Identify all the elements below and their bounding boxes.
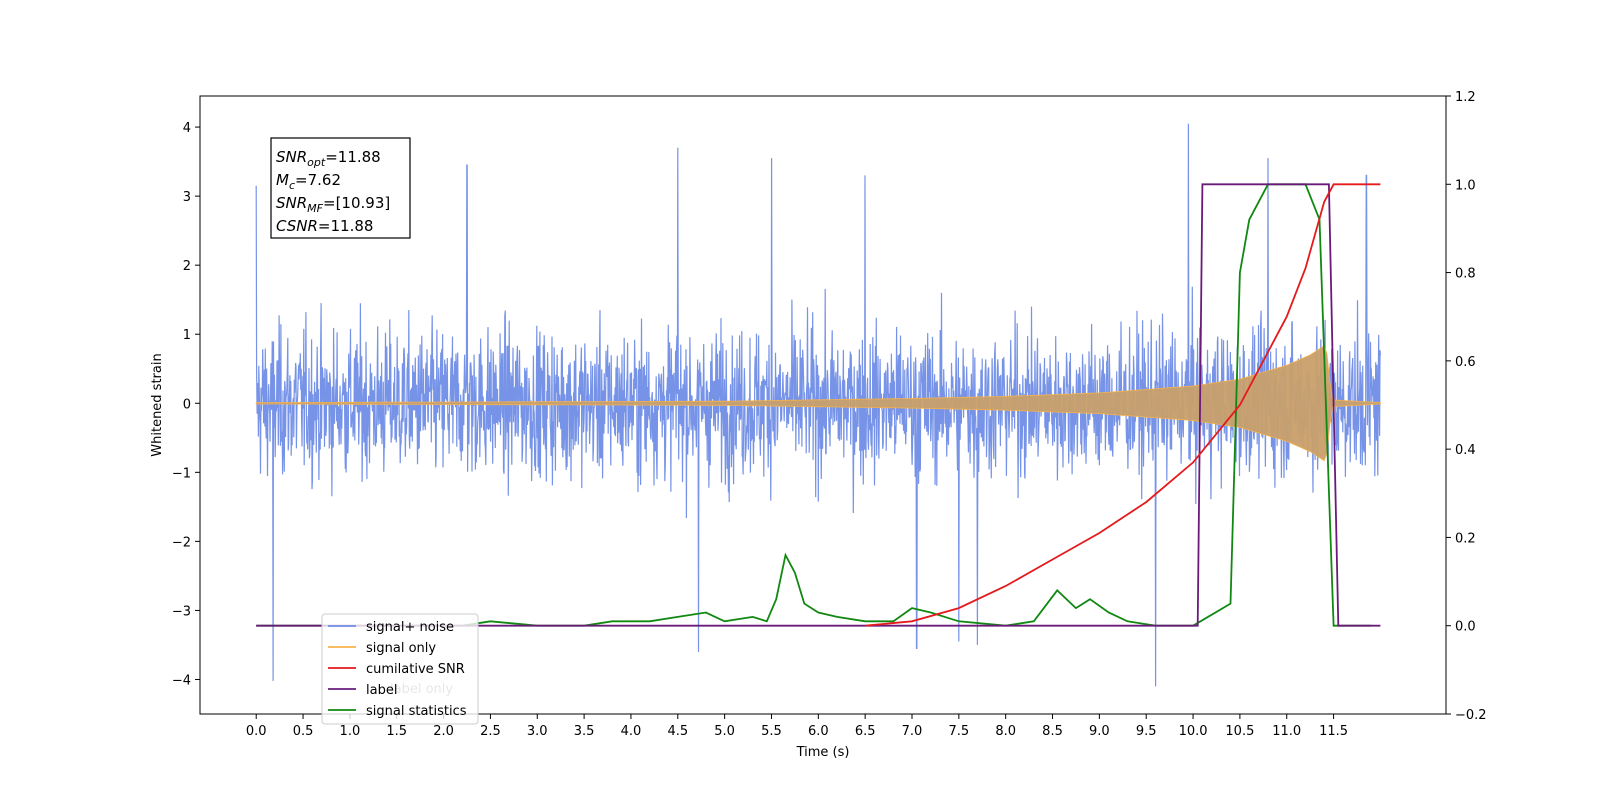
y-tick-label: −4 (172, 673, 191, 688)
x-axis-label: Time (s) (796, 745, 850, 760)
series-signal-statistics-line (256, 183, 1372, 627)
x-tick-label: 5.5 (761, 724, 782, 739)
stats-box-frame (270, 137, 411, 239)
x-tick-label: 6.5 (855, 724, 876, 739)
y-right-tick-label: 0.4 (1455, 443, 1476, 458)
x-tick-label: 9.0 (1089, 724, 1110, 739)
x-tick-label: 3.5 (574, 724, 595, 739)
y-right-tick-label: 0.2 (1455, 531, 1476, 546)
x-tick-label: 5.0 (714, 724, 735, 739)
y-axis-label: Whitened strain (150, 353, 165, 456)
legend-frame (321, 613, 479, 725)
x-tick-label: 8.0 (995, 724, 1016, 739)
stats-line: Mc=7.62 (276, 171, 341, 192)
y-right-tick-label: 1.0 (1455, 178, 1476, 193)
legend-label-signal-noise: signal+ noise (366, 620, 454, 635)
legend-label-label: label (366, 683, 397, 698)
y-tick-label: 2 (183, 259, 191, 274)
y-tick-label: −2 (172, 535, 191, 550)
x-tick-label: 2.0 (433, 724, 454, 739)
y-right-tick-label: 1.2 (1455, 90, 1476, 105)
legend: label only signal+ noise signal only cumila… (321, 613, 479, 725)
x-tick-label: 7.0 (902, 724, 923, 739)
x-tick-label: 11.0 (1272, 724, 1301, 739)
y-right-tick-label: 0.0 (1455, 620, 1476, 635)
x-tick-label: 1.0 (340, 724, 361, 739)
x-tick-label: 3.0 (527, 724, 548, 739)
legend-label-cumilative-snr: cumilative SNR (366, 662, 465, 677)
y-right-tick-label: −0.2 (1455, 708, 1487, 723)
series-signal-only-line (255, 345, 1381, 462)
series-label-line (256, 183, 1381, 627)
legend-ghost-text: label only (390, 682, 453, 697)
x-tick-label: 10.5 (1225, 724, 1254, 739)
x-tick-label: 4.5 (667, 724, 688, 739)
x-tick-label: 10.0 (1179, 724, 1208, 739)
series-cumilative-snr-line (865, 183, 1381, 627)
plot-area (255, 123, 1381, 687)
x-tick-label: 0.5 (293, 724, 314, 739)
x-tick-label: 11.5 (1319, 724, 1348, 739)
x-tick-label: 0.0 (246, 724, 267, 739)
legend-label-signal-statistics: signal statistics (366, 704, 467, 719)
x-tick-label: 8.5 (1042, 724, 1063, 739)
stats-line: SNRopt=11.88 (276, 148, 381, 169)
stats-line: SNRMF=[10.93] (276, 194, 390, 215)
y-right-tick-label: 0.8 (1455, 267, 1476, 282)
x-tick-label: 4.0 (621, 724, 642, 739)
x-tick-label: 6.0 (808, 724, 829, 739)
y-tick-label: 0 (183, 397, 191, 412)
plot-frame (199, 95, 1447, 715)
legend-label-signal-only: signal only (366, 641, 436, 656)
x-tick-label: 2.5 (480, 724, 501, 739)
axis-ticks: 0.0 0.5 1.0 1.5 2.0 2.5 3.0 3.5 4.0 4.5 5.0 5.5 6.0 6… (172, 90, 1487, 739)
y-tick-label: −1 (172, 466, 191, 481)
stats-line: CSNR=11.88 (276, 217, 373, 235)
y-tick-label: −3 (172, 604, 191, 619)
y-right-tick-label: 0.6 (1455, 355, 1476, 370)
y-tick-label: 3 (183, 190, 191, 205)
x-tick-label: 7.5 (948, 724, 969, 739)
y-tick-label: 1 (183, 328, 191, 343)
x-tick-label: 9.5 (1136, 724, 1157, 739)
x-tick-label: 1.5 (386, 724, 407, 739)
y-tick-label: 4 (183, 121, 191, 136)
